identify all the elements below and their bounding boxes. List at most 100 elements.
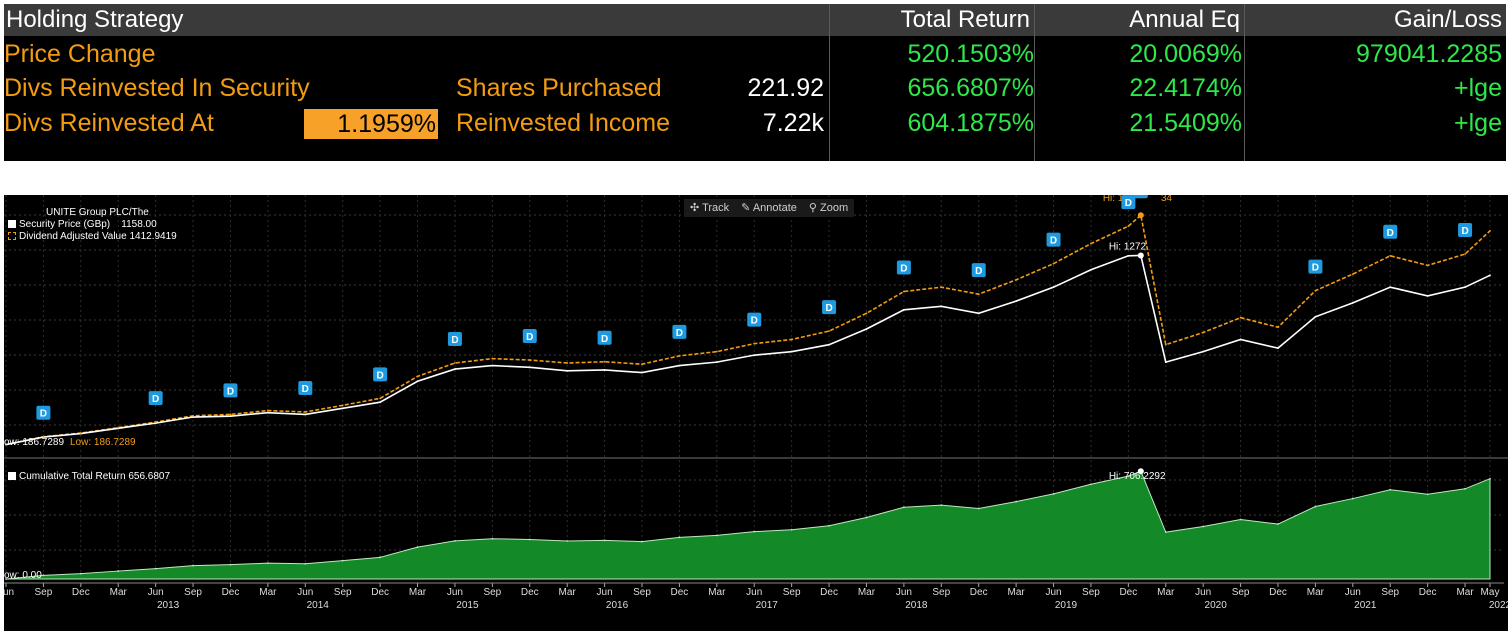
price-point (566, 369, 569, 372)
dividend-adjusted-point (753, 342, 756, 345)
dividend-marker (522, 329, 537, 344)
legend-price-value: 1158.00 (121, 219, 157, 230)
x-year-label: 2015 (456, 600, 479, 611)
ctr-low-label: ow: 0.00 (4, 570, 42, 581)
dividend-adjusted-point (603, 360, 606, 363)
divs-security-gain-loss: +lge (1454, 74, 1502, 102)
ctr-point (828, 524, 830, 527)
price-low-label-white: ow: 186.7289 (4, 437, 65, 448)
x-tick-label: Mar (1157, 587, 1175, 598)
dividend-marker (822, 300, 837, 315)
dividend-marker-label: D (152, 394, 159, 405)
dividend-adjusted-point (1489, 229, 1491, 232)
price-point (1426, 294, 1429, 297)
dividend-marker-label: D (676, 328, 683, 339)
price-point (940, 305, 943, 308)
price-point (1164, 361, 1167, 364)
ctr-point (117, 570, 120, 572)
dividend-adjusted-point (641, 363, 643, 366)
x-tick-label: Jun (1345, 587, 1361, 598)
hi-marker-white (1137, 252, 1144, 259)
x-tick-label: Mar (1008, 587, 1026, 598)
price-point (1389, 286, 1392, 289)
ctr-point (229, 563, 232, 566)
price-point (379, 401, 382, 404)
x-tick-label: Sep (1381, 587, 1399, 598)
x-tick-label: Mar (259, 587, 277, 598)
dividend-adjusted-point (1464, 253, 1466, 255)
dividend-marker-label: D (1387, 228, 1394, 239)
price-change-annual-eq: 20.0069% (1129, 40, 1242, 68)
legend-dividend[interactable]: Dividend Adjusted Value 1412.9419 (8, 231, 177, 243)
price-point (790, 350, 793, 353)
dividend-adjusted-point (379, 397, 382, 400)
header-gain-loss: Gain/Loss (1393, 6, 1502, 33)
legend-ctr-label: Cumulative Total Return (19, 471, 126, 482)
ctr-point (1239, 518, 1242, 521)
dividend-adjusted-point (1127, 225, 1130, 228)
x-year-label: 2013 (157, 600, 180, 611)
ctr-point (1090, 483, 1092, 486)
price-point (1052, 286, 1055, 289)
price-point (416, 380, 419, 383)
dividend-marker (1458, 223, 1473, 238)
x-tick-label: Dec (521, 587, 539, 598)
price-change-gain-loss: 979041.2285 (1356, 40, 1502, 68)
holding-strategy-table: Holding Strategy Total Return Annual Eq … (4, 4, 1506, 161)
legend-price[interactable]: Security Price (GBp) 1158.00 (8, 219, 157, 231)
dividend-marker-label: D (40, 409, 47, 420)
x-year-label: 2019 (1055, 600, 1078, 611)
price-point (491, 364, 494, 367)
price-point (1090, 268, 1092, 271)
x-tick-label: Jun (1045, 587, 1061, 598)
price-point (715, 361, 718, 364)
dividend-adjusted-point (266, 409, 269, 412)
dividend-marker (36, 405, 51, 420)
x-tick-label: Mar (559, 587, 577, 598)
price-point (1489, 274, 1491, 277)
track-label: Track (702, 202, 730, 214)
dividend-marker (148, 391, 163, 406)
table-header: Holding Strategy Total Return Annual Eq … (4, 4, 1506, 36)
divs-at-total-return: 604.1875% (907, 109, 1034, 137)
x-year-label: 2014 (307, 600, 330, 611)
price-point (528, 366, 531, 369)
dividend-marker-label: D (751, 316, 758, 327)
row-label-divs-reinvested-in-security: Divs Reinvested In Security (4, 74, 310, 102)
price-point (1015, 300, 1018, 303)
ctr-point (1389, 488, 1392, 491)
x-tick-label: May (1481, 587, 1500, 598)
dividend-marker (747, 312, 762, 327)
x-tick-label: Jun (1195, 587, 1211, 598)
ctr-point (1489, 477, 1491, 480)
dividend-adjusted-point (192, 414, 194, 417)
dividend-marker (373, 367, 388, 382)
dividend-adjusted-point (977, 293, 980, 296)
column-divider (829, 4, 830, 161)
dividend-adjusted-point (154, 421, 157, 423)
x-tick-label: Jun (148, 587, 164, 598)
dividend-adjusted-point (1239, 316, 1242, 319)
reinvested-income-value: 7.22k (762, 109, 824, 137)
dividend-adjusted-point (416, 375, 419, 378)
ctr-point (977, 507, 980, 510)
ctr-point (678, 536, 681, 539)
dividend-marker (971, 263, 986, 278)
divs-at-annual-eq: 21.5409% (1129, 109, 1242, 137)
ctr-point (902, 506, 905, 509)
price-chart[interactable]: Jun Sep Dec Mar Jun Sep Dec Mar Jun Sep Dec Mar Jun S… (4, 195, 1508, 631)
hi-label-orange-tail: 34 (1161, 195, 1173, 204)
dividend-marker-label: D (1312, 263, 1319, 274)
dividend-adjusted-point (304, 411, 307, 413)
ctr-point (416, 546, 419, 548)
x-tick-label: Sep (1232, 587, 1250, 598)
dividend-adjusted-point (940, 286, 943, 289)
zoom-button[interactable]: ⚲ Zoom (808, 202, 849, 214)
track-button[interactable]: ✣ Track (690, 202, 730, 214)
reinvest-rate-input[interactable]: 1.1959% (304, 109, 438, 139)
legend-ctr[interactable]: Cumulative Total Return 656.6807 (8, 471, 170, 483)
annotate-button[interactable]: ✎ Annotate (741, 202, 797, 214)
x-tick-label: Dec (1119, 587, 1137, 598)
dividend-marker-label: D (1050, 236, 1057, 247)
ctr-point (491, 537, 494, 540)
